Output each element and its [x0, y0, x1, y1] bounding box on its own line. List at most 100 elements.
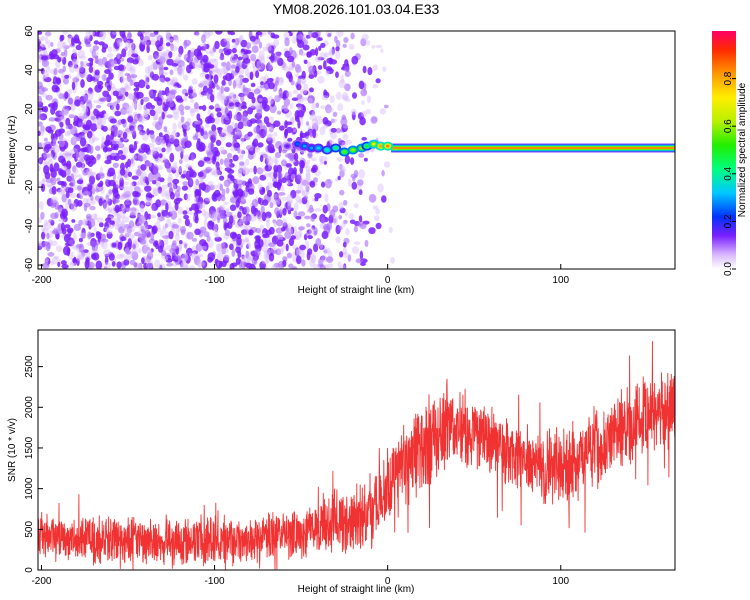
noise-blob — [194, 215, 199, 224]
noise-blob — [89, 34, 93, 42]
noise-blob — [229, 73, 235, 80]
noise-blob — [286, 126, 293, 134]
noise-blob — [44, 222, 52, 230]
noise-blob — [353, 241, 361, 246]
noise-blob — [281, 196, 288, 201]
noise-blob — [225, 41, 230, 50]
noise-blob — [293, 202, 299, 211]
noise-blob — [249, 118, 257, 124]
noise-blob — [248, 167, 254, 173]
noise-blob — [152, 61, 158, 70]
noise-blob — [266, 189, 273, 198]
noise-blob — [61, 227, 67, 235]
noise-blob — [89, 241, 98, 247]
noise-blob — [296, 83, 302, 91]
noise-blob — [149, 32, 156, 38]
noise-blob — [145, 196, 150, 206]
noise-blob — [95, 104, 102, 109]
noise-blob — [306, 208, 314, 214]
noise-blob — [303, 83, 309, 90]
noise-blob — [266, 63, 270, 72]
noise-blob — [184, 140, 192, 148]
noise-blob — [273, 169, 278, 179]
noise-blob — [220, 38, 228, 48]
noise-blob — [313, 263, 320, 269]
noise-blob — [288, 237, 295, 247]
noise-blob — [380, 48, 384, 53]
noise-blob — [274, 80, 279, 86]
noise-blob — [112, 198, 120, 204]
noise-blob — [181, 124, 187, 129]
noise-blob — [68, 97, 73, 105]
noise-blob — [318, 244, 325, 250]
noise-blob — [359, 223, 367, 230]
noise-blob — [275, 152, 281, 159]
noise-blob — [254, 58, 261, 69]
noise-blob — [216, 68, 223, 75]
noise-blob — [150, 133, 155, 140]
noise-blob — [129, 259, 136, 266]
noise-blob — [72, 135, 77, 145]
noise-blob — [115, 103, 120, 111]
noise-blob — [152, 114, 158, 121]
noise-blob — [258, 239, 264, 248]
noise-blob — [242, 238, 250, 243]
noise-blob — [324, 52, 329, 58]
noise-blob — [128, 67, 135, 72]
colorbar — [712, 31, 736, 269]
noise-blob — [182, 252, 189, 262]
noise-blob — [90, 115, 96, 121]
noise-blob — [119, 253, 125, 258]
noise-blob — [293, 152, 299, 161]
noise-blob — [38, 54, 41, 62]
noise-blob — [48, 219, 54, 224]
onset-blob-core — [378, 144, 383, 148]
noise-blob — [101, 136, 105, 145]
noise-blob — [337, 261, 341, 268]
noise-blob — [344, 83, 351, 92]
noise-blob — [265, 219, 270, 229]
noise-blob — [97, 182, 103, 188]
noise-blob — [163, 126, 168, 133]
noise-blob — [296, 173, 302, 180]
noise-blob — [178, 45, 184, 55]
noise-blob — [310, 214, 316, 222]
noise-blob — [70, 202, 77, 212]
noise-blob — [188, 85, 193, 90]
noise-blob — [360, 88, 368, 97]
noise-blob — [78, 55, 87, 60]
noise-blob — [203, 217, 208, 228]
noise-blob — [38, 243, 44, 249]
noise-blob — [131, 154, 137, 160]
noise-blob — [156, 227, 162, 233]
noise-blob — [45, 126, 52, 133]
noise-blob — [308, 74, 315, 79]
noise-blob — [73, 144, 81, 154]
noise-blob — [359, 250, 364, 260]
noise-blob — [112, 162, 119, 168]
spectrogram-xtick-label: -200 — [31, 275, 51, 286]
noise-blob — [170, 210, 178, 220]
noise-blob — [327, 107, 334, 113]
noise-blob — [149, 109, 156, 117]
noise-blob — [168, 134, 175, 143]
noise-blob — [119, 76, 124, 83]
noise-blob — [116, 39, 123, 44]
noise-blob — [383, 104, 389, 109]
noise-blob — [169, 69, 174, 76]
noise-blob — [259, 154, 264, 163]
noise-blob — [267, 182, 273, 189]
noise-blob — [205, 169, 210, 174]
noise-blob — [44, 260, 48, 265]
noise-blob — [161, 140, 166, 147]
noise-blob — [238, 167, 245, 174]
noise-blob — [348, 213, 355, 220]
noise-blob — [285, 243, 289, 252]
noise-blob — [80, 104, 86, 109]
noise-blob — [299, 117, 304, 126]
noise-blob — [144, 160, 151, 167]
noise-blob — [60, 165, 68, 170]
noise-blob — [365, 40, 371, 46]
noise-blob — [86, 167, 93, 176]
noise-blob — [306, 159, 311, 164]
